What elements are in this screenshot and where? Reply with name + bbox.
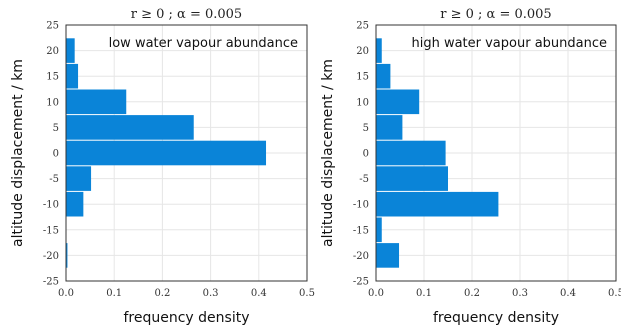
annotation-label: low water vapour abundance (109, 36, 298, 51)
y-tick-label: 5 (363, 123, 369, 134)
y-tick-label: -10 (353, 200, 369, 211)
y-tick-label: -25 (43, 277, 59, 288)
y-tick-label: -25 (353, 277, 369, 288)
histogram-bar (376, 38, 382, 63)
x-tick-label: 0.2 (464, 288, 480, 299)
y-tick-label: -15 (43, 225, 59, 236)
plot-frame (375, 24, 617, 282)
y-tick-label: 10 (356, 97, 369, 108)
x-tick-label: 0.4 (251, 288, 267, 299)
histogram-bar (376, 89, 420, 115)
y-tick-label: -10 (43, 200, 59, 211)
y-tick-label: 10 (46, 97, 59, 108)
chart-title: r ≥ 0 ; α = 0.005 (131, 7, 242, 22)
x-tick-label: 0.5 (608, 288, 621, 299)
y-tick-label: -5 (49, 174, 59, 185)
histogram-bar (376, 191, 499, 217)
y-tick-label: 20 (46, 46, 59, 57)
histogram-bar (376, 115, 403, 140)
histogram-bar (376, 243, 400, 268)
y-tick-label: 5 (53, 123, 59, 134)
x-tick-label: 0.2 (154, 288, 170, 299)
chart-title: r ≥ 0 ; α = 0.005 (440, 7, 551, 22)
x-tick-label: 0.1 (416, 288, 432, 299)
histogram-bar (66, 115, 194, 140)
y-tick-label: 20 (356, 46, 369, 57)
x-tick-label: 0.0 (368, 288, 384, 299)
plot-frame (65, 24, 308, 282)
histogram-bar (66, 89, 127, 115)
y-tick-label: 0 (53, 149, 59, 160)
histogram-bar (66, 63, 79, 89)
histogram-bar (66, 243, 68, 268)
histogram-bar (376, 140, 446, 166)
annotation-label: high water vapour abundance (411, 36, 607, 51)
y-tick-label: -5 (359, 174, 369, 185)
x-tick-label: 0.0 (58, 288, 74, 299)
y-axis-label: altitude displacement / km (320, 59, 336, 247)
y-axis-label: altitude displacement / km (10, 59, 26, 247)
histogram-bar (376, 166, 448, 191)
y-tick-label: 0 (363, 149, 369, 160)
histogram-panel-high: r ≥ 0 ; α = 0.005 high water vapour abun… (320, 7, 621, 325)
histogram-bar (66, 38, 75, 63)
x-tick-label: 0.4 (560, 288, 576, 299)
y-tick-label: 25 (46, 21, 59, 32)
y-tick-label: 25 (356, 21, 369, 32)
histogram-bar (376, 217, 382, 243)
y-tick-label: 15 (46, 72, 59, 83)
x-axis-label: frequency density (124, 310, 250, 325)
histogram-bar (376, 63, 391, 89)
histogram-panel-low: r ≥ 0 ; α = 0.005 low water vapour abund… (10, 7, 315, 325)
x-axis-label: frequency density (433, 310, 559, 325)
histogram-bar (66, 191, 84, 217)
y-tick-label: -20 (353, 251, 369, 262)
x-tick-label: 0.3 (512, 288, 528, 299)
y-tick-label: -15 (353, 225, 369, 236)
y-tick-label: -20 (43, 251, 59, 262)
x-tick-label: 0.1 (106, 288, 122, 299)
histogram-bar (66, 140, 267, 166)
y-tick-label: 15 (356, 72, 369, 83)
x-tick-label: 0.3 (203, 288, 219, 299)
histogram-bar (66, 166, 92, 191)
x-tick-label: 0.5 (299, 288, 315, 299)
